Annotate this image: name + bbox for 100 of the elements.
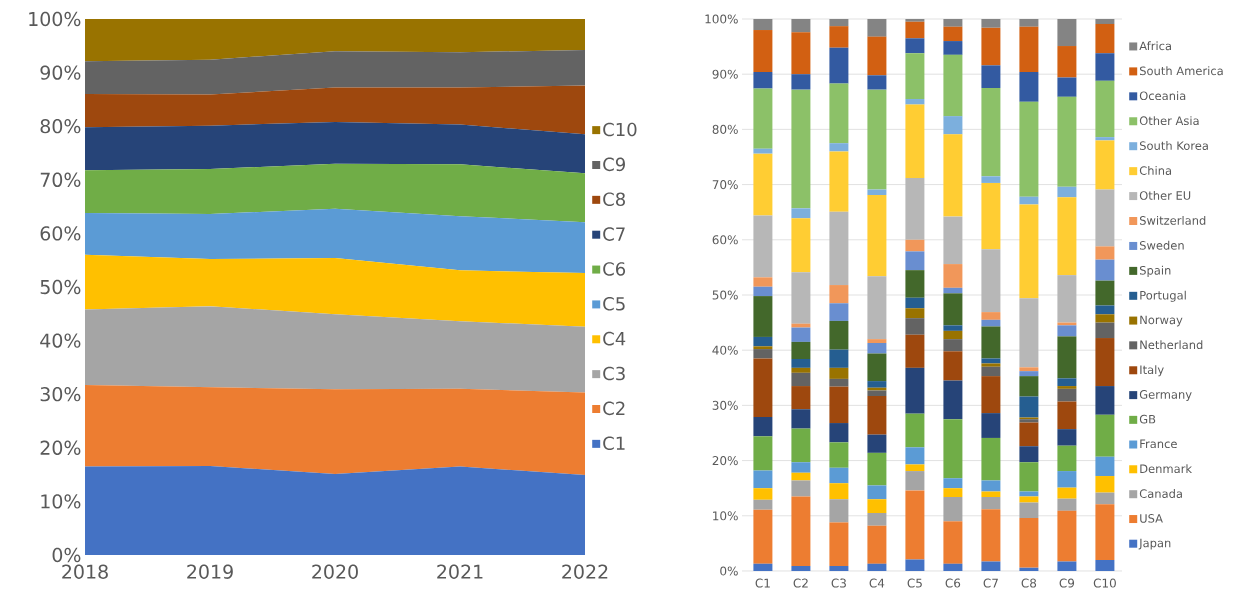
bar — [753, 286, 773, 297]
bar — [981, 491, 1001, 498]
bar — [943, 264, 963, 288]
bar — [753, 358, 773, 417]
bar — [905, 559, 925, 571]
legend-label: Netherland — [1140, 340, 1203, 350]
bar — [1019, 422, 1039, 447]
bar — [829, 211, 849, 286]
bar — [1019, 367, 1039, 372]
bar — [1057, 96, 1077, 187]
bar — [981, 27, 1001, 66]
bar — [829, 303, 849, 321]
bar — [1057, 429, 1077, 446]
y-tick-label: 70% — [712, 180, 738, 190]
bar — [867, 36, 887, 76]
bar — [905, 308, 925, 319]
bar — [1057, 487, 1077, 499]
bar — [1057, 77, 1077, 97]
bar — [753, 349, 773, 359]
y-tick-label: 30% — [712, 400, 738, 410]
bar — [753, 215, 773, 278]
x-tick-label: 2022 — [562, 564, 608, 579]
bar — [943, 116, 963, 135]
bar — [753, 563, 773, 571]
bar — [943, 325, 963, 331]
bar — [829, 320, 849, 350]
x-tick-label: C4 — [869, 578, 885, 588]
legend-label: Sweden — [1139, 240, 1184, 250]
bar — [867, 381, 887, 388]
bar — [1095, 559, 1115, 571]
legend-label: Germany — [1139, 390, 1192, 402]
legend-label: C7 — [603, 227, 625, 241]
bar — [1095, 338, 1115, 387]
bar — [1057, 401, 1077, 430]
bar — [1019, 101, 1039, 197]
bar — [829, 566, 849, 571]
bar — [1095, 137, 1115, 141]
bar — [1019, 517, 1039, 568]
bar — [867, 189, 887, 196]
legend-label: C8 — [603, 192, 625, 207]
bar — [905, 18, 925, 22]
bar — [943, 54, 963, 117]
y-tick-label: 90% — [40, 65, 81, 80]
bar — [753, 488, 773, 500]
bar — [829, 367, 849, 379]
bar — [1019, 71, 1039, 102]
legend-label: Switzerland — [1139, 215, 1206, 225]
bar — [1057, 336, 1077, 379]
bar — [1057, 498, 1077, 511]
bar — [981, 509, 1001, 562]
bar — [1057, 388, 1077, 402]
bar — [981, 561, 1001, 571]
bar — [943, 18, 963, 27]
bar — [1057, 561, 1077, 571]
bar — [1095, 314, 1115, 323]
bar — [753, 346, 773, 350]
bar — [829, 47, 849, 84]
y-tick-label: 10% — [41, 494, 81, 509]
bar — [905, 251, 925, 271]
bar — [829, 26, 849, 48]
y-tick-label: 40% — [712, 345, 738, 355]
bar — [1095, 386, 1115, 415]
bar — [829, 386, 849, 424]
bar — [1095, 492, 1115, 505]
y-tick-label: 0% — [52, 547, 81, 563]
bar — [867, 339, 887, 344]
bar — [905, 99, 925, 105]
bar — [943, 330, 963, 340]
y-tick-label: 60% — [40, 226, 81, 241]
bar — [1095, 259, 1115, 281]
bar — [981, 182, 1001, 250]
bar — [943, 351, 963, 381]
bar — [753, 277, 773, 287]
bar — [981, 312, 1001, 320]
legend-label: C5 — [603, 296, 625, 311]
bar — [829, 423, 849, 443]
y-tick-label: 10% — [713, 511, 738, 521]
bar — [943, 216, 963, 265]
x-tick-label: 2018 — [62, 564, 108, 579]
bar — [867, 18, 887, 37]
bar — [943, 287, 963, 294]
y-tick-label: 100% — [29, 11, 81, 27]
bar — [753, 416, 773, 437]
bar — [753, 336, 773, 347]
bar — [829, 442, 849, 468]
y-tick-label: 80% — [712, 124, 738, 134]
bar — [905, 367, 925, 414]
bar — [1095, 476, 1115, 493]
bar — [753, 499, 773, 510]
bar — [867, 390, 887, 396]
bar — [1019, 18, 1039, 27]
bar — [1019, 204, 1039, 299]
y-tick-label: 50% — [712, 290, 738, 300]
legend-label: GB — [1139, 414, 1156, 424]
legend-label: C4 — [603, 331, 626, 346]
y-tick-label: 0% — [720, 566, 738, 576]
bar — [1019, 491, 1039, 497]
bar — [791, 367, 811, 373]
bar — [905, 297, 925, 309]
bar — [753, 18, 773, 31]
